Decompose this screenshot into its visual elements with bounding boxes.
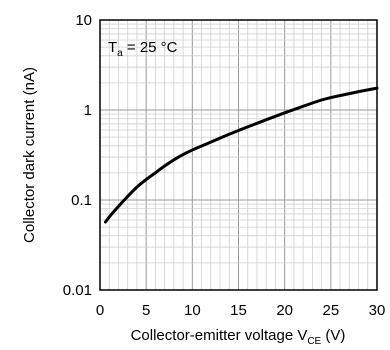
x-tick-labels: 0 5 10 15 20 25 30 [96,302,386,319]
x-tick-label: 5 [142,302,150,319]
y-tick-label: 10 [75,12,92,29]
x-axis-label: Collector-emitter voltage VCE (V) [131,327,346,347]
x-tick-label: 10 [184,302,201,319]
y-tick-label: 0.1 [71,192,92,209]
y-axis-label: Collector dark current (nA) [21,67,38,243]
y-tick-label: 1 [84,102,92,119]
grid [100,20,377,290]
y-tick-labels: 0.01 0.1 1 10 [63,12,92,299]
x-tick-label: 30 [369,302,386,319]
x-tick-label: 15 [230,302,247,319]
x-tick-label: 25 [322,302,339,319]
y-tick-label: 0.01 [63,282,92,299]
x-tick-label: 20 [276,302,293,319]
x-tick-label: 0 [96,302,104,319]
annotation-temperature: Ta = 25 °C [108,39,178,59]
plot-frame [99,19,378,291]
series-curve [104,86,379,224]
